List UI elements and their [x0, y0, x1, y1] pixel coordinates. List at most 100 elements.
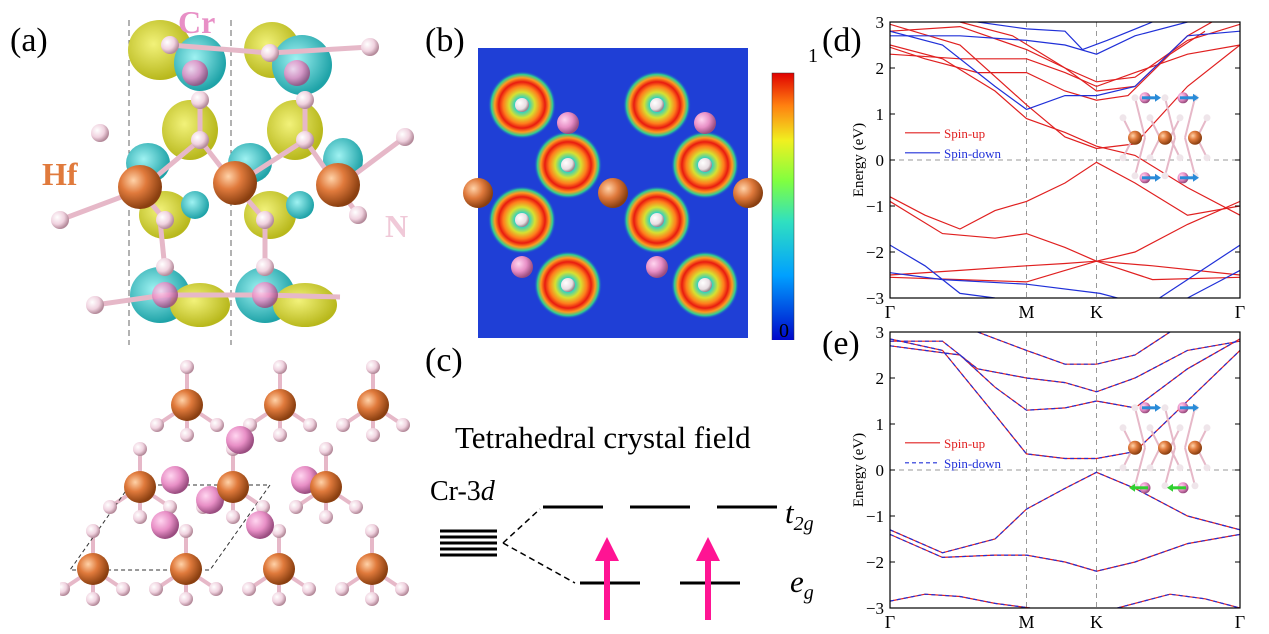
label-n: N [385, 208, 409, 244]
n-atom [60, 582, 70, 596]
x-tick-label: Γ [1235, 302, 1245, 320]
legend-label: Spin-up [944, 436, 985, 451]
n-atom [365, 524, 379, 538]
panel-label-e: (e) [822, 325, 860, 362]
n-atom [256, 500, 270, 514]
hf-atom [356, 553, 388, 585]
band-spin-down [890, 533, 1240, 572]
n-atom [180, 428, 194, 442]
cr-atom [196, 486, 224, 514]
n-atom [650, 98, 664, 112]
colorbar-max-label: 1 [808, 45, 818, 67]
panel-label-b: (b) [425, 22, 465, 59]
band-spin-up [890, 260, 1240, 283]
band-spin-down [890, 593, 1031, 608]
n-atom [698, 158, 712, 172]
band-spin-up [890, 44, 1240, 88]
hf-atom [733, 178, 763, 208]
n-atom [86, 592, 100, 606]
x-tick-label: K [1090, 612, 1103, 632]
band-spin-down [890, 30, 1240, 111]
split-line [502, 542, 576, 584]
n-atom [515, 213, 529, 227]
spin-up-arrow [595, 537, 619, 620]
band-spin-up [890, 200, 1240, 262]
band-spin-up [890, 161, 1240, 230]
band-spin-up [977, 332, 1171, 365]
n-atom [210, 418, 224, 432]
cr-3d-label: Cr-3d [430, 476, 495, 507]
label-cr: Cr [178, 4, 216, 40]
band-spin-down [1117, 593, 1240, 608]
n-atom [515, 98, 529, 112]
panel-label-d: (d) [822, 22, 862, 59]
y-tick-label: −1 [866, 197, 884, 216]
y-tick-label: −1 [866, 507, 884, 526]
n-atom [272, 524, 286, 538]
n-atom [116, 582, 130, 596]
band-spin-down [890, 22, 1188, 55]
band-spin-down [890, 272, 1120, 298]
n-atom [396, 418, 410, 432]
x-tick-label: K [1090, 302, 1103, 320]
x-tick-label: Γ [885, 612, 895, 632]
spin-up-arrow [696, 537, 720, 620]
cr-atom [151, 511, 179, 539]
hf-atom [463, 178, 493, 208]
hf-atom [124, 471, 156, 503]
panel-label-a: (a) [10, 22, 48, 59]
y-tick-label: 0 [876, 151, 885, 170]
degenerate-levels [440, 529, 497, 557]
n-atom [366, 428, 380, 442]
split-line [502, 508, 541, 544]
y-tick-label: 2 [876, 369, 885, 388]
n-atoms [51, 36, 414, 314]
y-tick-label: 2 [876, 59, 885, 78]
hf-atom [217, 471, 249, 503]
hf-atoms [118, 161, 360, 209]
n-atom [133, 442, 147, 456]
legend-label: Spin-down [944, 146, 1002, 161]
y-tick-label: −2 [866, 553, 884, 572]
cr-atom [511, 256, 533, 278]
charge-density-map [463, 48, 795, 340]
y-tick-label: 3 [876, 323, 885, 342]
hf-atom [357, 389, 389, 421]
crystal-field-title: Tetrahedral crystal field [455, 420, 751, 455]
y-tick-label: 3 [876, 13, 885, 32]
atoms [60, 360, 410, 606]
legend-label: Spin-up [944, 126, 985, 141]
crystal-field-diagram [440, 505, 777, 620]
eg-label: eg [790, 564, 814, 605]
inset-structure [1119, 92, 1211, 184]
x-tick-label: Γ [1235, 612, 1245, 632]
colorbar [771, 72, 795, 340]
hf-atom [598, 178, 628, 208]
y-axis-label: Energy (eV) [851, 433, 867, 507]
n-atom [366, 360, 380, 374]
n-atom [86, 524, 100, 538]
n-atom [319, 442, 333, 456]
hf-atom [310, 471, 342, 503]
y-tick-label: −3 [866, 289, 884, 308]
n-atom [180, 360, 194, 374]
n-atom [303, 418, 317, 432]
y-tick-label: 1 [876, 415, 885, 434]
n-atom [226, 510, 240, 524]
n-atom [133, 510, 147, 524]
x-tick-label: M [1018, 612, 1034, 632]
n-atom [349, 500, 363, 514]
band-spin-down [890, 340, 1240, 393]
legend-label: Spin-down [944, 456, 1002, 471]
hf-atom [264, 389, 296, 421]
band-spin-up [890, 471, 1240, 554]
band-spin-up [890, 23, 1240, 83]
y-tick-label: −2 [866, 243, 884, 262]
band-spin-up [890, 338, 1240, 411]
n-atom [103, 500, 117, 514]
n-atom [149, 582, 163, 596]
n-atom [561, 278, 575, 292]
y-tick-label: −3 [866, 599, 884, 618]
n-atom [365, 592, 379, 606]
